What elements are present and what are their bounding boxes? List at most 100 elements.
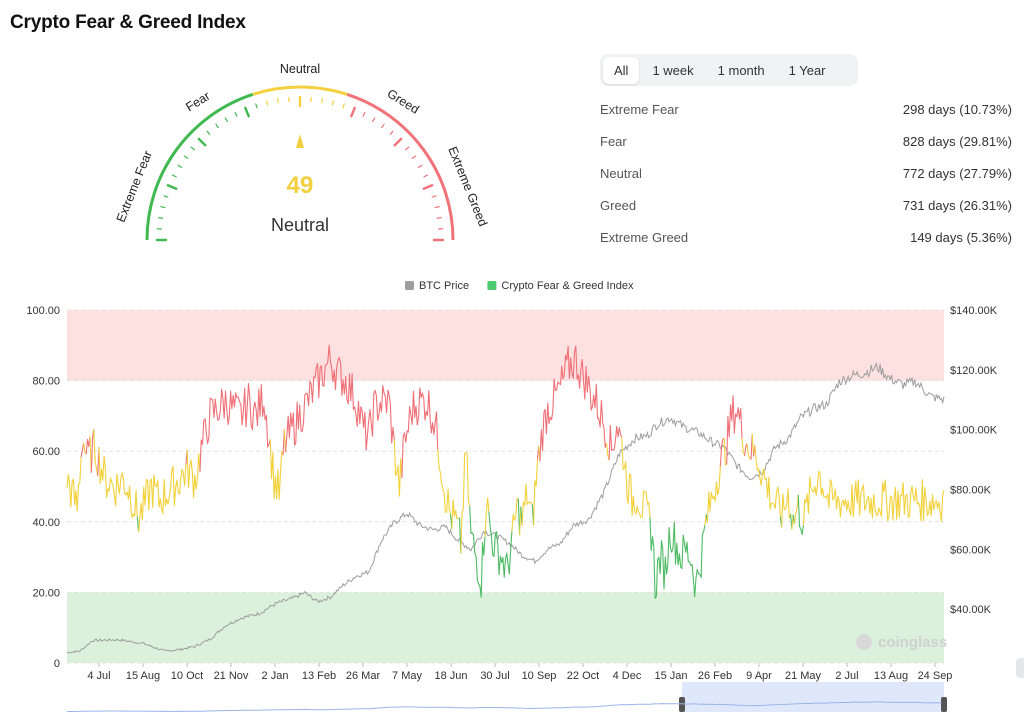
chart-navigator[interactable] [67, 682, 947, 712]
fng-line-segment [781, 488, 792, 528]
x-tick-label: 24 Sep [918, 670, 953, 682]
fng-line-segment [186, 450, 201, 499]
gauge-arc-segment [145, 93, 254, 241]
fng-line-segment [451, 499, 460, 530]
gauge-tick [158, 217, 164, 219]
fng-line-segment [511, 497, 519, 532]
x-tick-label: 15 Aug [126, 670, 160, 682]
fng-btc-chart: 0 20.00 40.00 60.00 80.00 100.00 $40.00K $60.0… [26, 280, 998, 712]
fng-line-segment [90, 429, 95, 473]
fng-line-segment [719, 437, 725, 467]
gauge-tick [171, 174, 177, 178]
gauge-tick [417, 164, 423, 168]
x-tick-label: 2 Jul [835, 670, 858, 682]
gauge-tick [166, 184, 178, 190]
y-left-tick-label: 40.00 [32, 517, 60, 529]
stat-value: 149 days (5.36%) [910, 230, 1012, 245]
fng-line-segment [754, 445, 781, 517]
gauge-tick [197, 137, 207, 147]
fng-line-segment [751, 433, 755, 457]
fng-line-segment [741, 438, 746, 456]
stat-row-fear: Fear 828 days (29.81%) [600, 128, 1012, 160]
fng-line-segment [80, 442, 85, 458]
y-right-tick-label: $120.00K [950, 365, 998, 377]
y-right-tick-label: $60.00K [950, 544, 992, 556]
x-tick-label: 13 Feb [302, 670, 336, 682]
fng-line-segment [285, 344, 395, 453]
tab-1-year[interactable]: 1 Year [788, 62, 826, 78]
fng-line-segment [521, 483, 533, 526]
gauge-tick [423, 174, 429, 178]
navigator-handle-right[interactable] [941, 697, 947, 712]
x-tick-label: 21 Nov [214, 670, 249, 682]
gauge-tick [362, 111, 366, 117]
chart-legend[interactable]: BTC Price Crypto Fear & Greed Index [405, 280, 634, 292]
tab-1-week[interactable]: 1 week [652, 62, 694, 78]
y-right-tick-label: $80.00K [950, 484, 992, 496]
y-right-tick-label: $40.00K [950, 604, 992, 616]
chart-scroll-handle[interactable] [1016, 658, 1024, 678]
gauge-tick [372, 117, 376, 123]
stat-label: Extreme Fear [600, 102, 679, 117]
fng-line-segment [98, 447, 138, 519]
fng-line-segment [66, 457, 82, 512]
btc-price-line [66, 361, 945, 654]
gauge-tick [177, 164, 183, 168]
time-range-tabs: All 1 week 1 month 1 Year [600, 54, 858, 86]
gauge-tick [411, 155, 417, 159]
fng-line-segment [746, 443, 752, 460]
tab-all[interactable]: All [603, 56, 640, 84]
x-axis: 4 Jul 15 Aug 10 Oct 21 Nov 2 Jan 13 Feb 26 Mar… [87, 663, 952, 682]
gauge-value: 49 [287, 172, 314, 199]
stat-value: 828 days (29.81%) [902, 134, 1012, 149]
gauge-tick [434, 206, 440, 209]
zone-band [67, 592, 944, 663]
fng-line-segment [199, 383, 271, 473]
fng-line-segment [488, 511, 513, 578]
stat-row-extreme-fear: Extreme Fear 298 days (10.73%) [600, 96, 1012, 128]
gauge-tick [266, 100, 269, 106]
fng-line-segment [726, 395, 743, 465]
legend-label: BTC Price [419, 280, 469, 292]
navigator-handle-left[interactable] [679, 697, 685, 712]
tab-1-month[interactable]: 1 month [717, 62, 765, 78]
y-left-tick-label: 100.00 [26, 305, 60, 317]
fng-line-segment [539, 345, 608, 462]
gauge-tick [206, 130, 211, 135]
gauge-tick [244, 106, 250, 118]
sentiment-stats: Extreme Fear 298 days (10.73%) Fear 828 … [600, 96, 1012, 256]
gauge-tick [215, 123, 219, 129]
gauge-tick [342, 103, 345, 109]
fng-line-segment [706, 466, 721, 523]
fng-line-segment [621, 437, 651, 518]
x-tick-label: 26 Mar [346, 670, 381, 682]
gauge-tick [405, 146, 410, 151]
fng-line-segment [469, 506, 486, 598]
navigator-selection[interactable] [682, 682, 944, 712]
x-tick-label: 10 Sep [522, 670, 557, 682]
stat-row-neutral: Neutral 772 days (27.79%) [600, 160, 1012, 192]
fear-greed-line [66, 344, 945, 599]
gauge-tick [224, 117, 228, 123]
chart-gridlines [67, 309, 944, 664]
fng-line-segment [744, 443, 748, 456]
gauge-pointer-icon [296, 134, 304, 148]
fng-line-segment [802, 470, 945, 526]
gauge-tick [163, 195, 169, 198]
fng-line-segment [138, 464, 187, 533]
gauge-tick [160, 206, 166, 209]
fng-line-segment [269, 439, 284, 500]
gauge-tick [350, 106, 356, 118]
fng-line-segment [393, 439, 403, 497]
fng-line-segment [437, 449, 452, 515]
legend-swatch [405, 281, 414, 290]
coinglass-logo-icon [856, 634, 872, 650]
x-tick-label: 4 Jul [87, 670, 110, 682]
x-tick-label: 15 Jan [654, 670, 687, 682]
stat-label: Neutral [600, 166, 642, 181]
fng-line-segment [484, 497, 490, 537]
navigator-series [67, 701, 942, 712]
watermark-text: coinglass [878, 634, 947, 651]
gauge-label: Neutral [271, 215, 329, 235]
x-tick-label: 10 Oct [171, 670, 203, 682]
